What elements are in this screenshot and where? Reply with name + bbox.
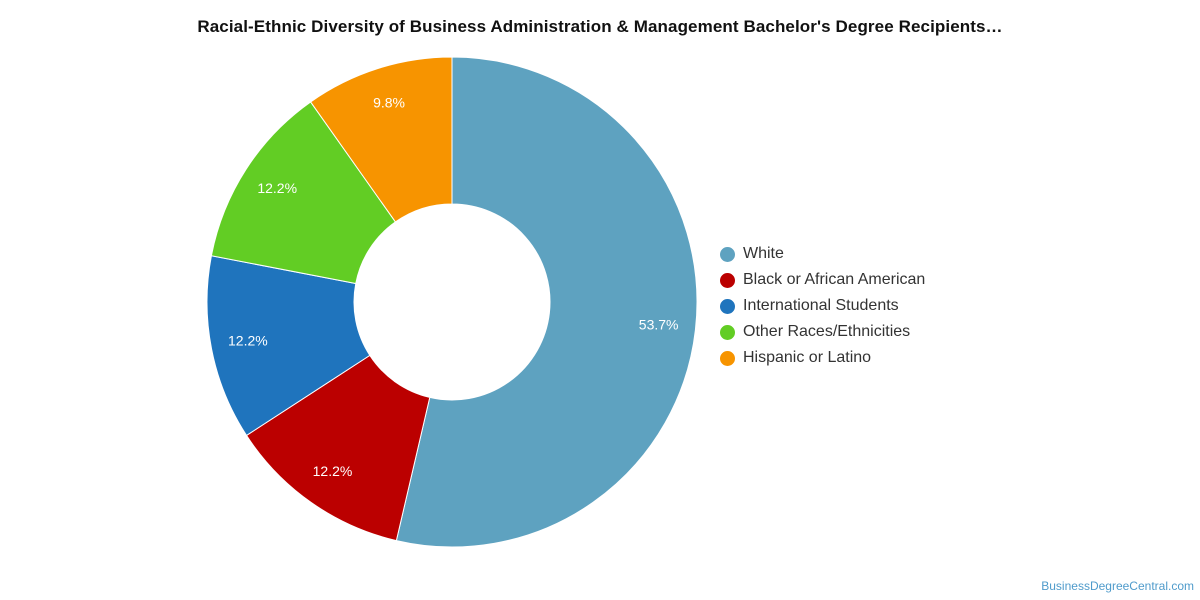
slice-value-label-white: 53.7% <box>639 316 679 332</box>
legend-label: Black or African American <box>743 271 926 288</box>
legend-swatch <box>720 298 735 314</box>
legend-swatch <box>720 272 735 288</box>
legend-label: International Students <box>743 297 899 314</box>
slice-hispanic-or-latino[interactable] <box>309 56 453 223</box>
slice-value-label-other-races-ethnicities: 12.2% <box>257 180 297 196</box>
legend-item-international-students[interactable]: International Students <box>720 293 925 319</box>
slice-value-label-black-or-african-american: 12.2% <box>313 463 353 479</box>
legend-swatch <box>720 246 735 262</box>
legend-label: Hispanic or Latino <box>743 349 872 366</box>
legend-item-black-or-african-american[interactable]: Black or African American <box>720 267 925 293</box>
legend-label: White <box>743 245 784 262</box>
slice-black-or-african-american[interactable] <box>245 354 431 542</box>
slice-other-races-ethnicities[interactable] <box>210 101 397 285</box>
legend-swatch <box>720 350 735 366</box>
donut-value-labels: 53.7% 12.2% 12.2% 12.2% 9.8% <box>228 94 678 478</box>
legend-item-white[interactable]: White <box>720 241 925 267</box>
chart-legend: White Black or African American Internatio… <box>720 241 925 371</box>
slice-international-students[interactable] <box>206 255 371 437</box>
legend-item-other-races-ethnicities[interactable]: Other Races/Ethnicities <box>720 319 925 345</box>
legend-swatch <box>720 324 735 340</box>
legend-item-hispanic-or-latino[interactable]: Hispanic or Latino <box>720 345 925 371</box>
slice-value-label-hispanic-or-latino: 9.8% <box>373 94 405 110</box>
slice-white[interactable] <box>395 56 698 548</box>
legend-label: Other Races/Ethnicities <box>743 323 911 340</box>
slice-value-label-international-students: 12.2% <box>228 333 268 349</box>
donut-slices <box>206 56 698 548</box>
source-credit-link[interactable]: BusinessDegreeCentral.com <box>1041 579 1194 593</box>
chart-title: Racial-Ethnic Diversity of Business Admi… <box>197 17 1003 36</box>
